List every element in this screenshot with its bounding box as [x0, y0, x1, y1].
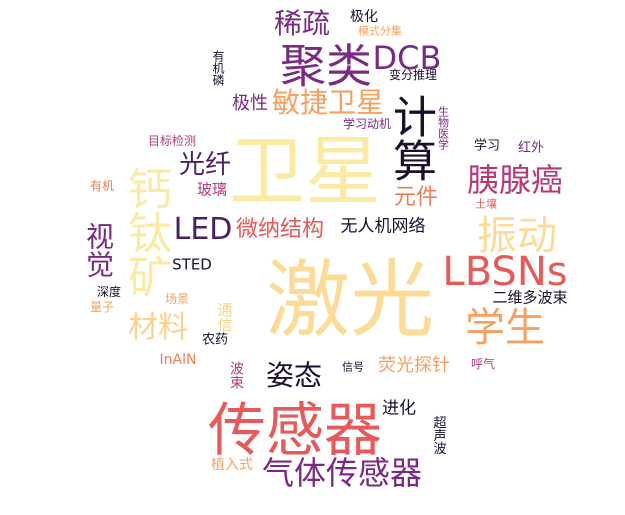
word-cloud-term: 学习动机	[342, 117, 392, 131]
word-cloud-term: 学生	[465, 305, 545, 351]
word-cloud-term: 玻璃	[196, 180, 228, 199]
word-cloud-term: 极性	[232, 93, 268, 114]
word-cloud-term: InAlN	[159, 352, 197, 368]
word-cloud-term: 红外	[517, 140, 545, 156]
word-cloud-term: LBSNs	[442, 249, 568, 295]
word-cloud-term: 元件	[393, 185, 439, 210]
word-cloud-term: 聚类	[280, 39, 372, 93]
word-cloud-term: 土壤	[475, 197, 497, 211]
word-cloud-term: 卫星	[229, 127, 381, 216]
word-cloud-term: 振动	[477, 213, 557, 259]
word-cloud-term: 通信	[215, 302, 234, 332]
word-cloud-term: 超声波	[430, 415, 446, 455]
word-cloud-term: 极化	[350, 9, 378, 25]
word-cloud-term: DCB	[372, 39, 442, 77]
word-cloud-term: 波束	[228, 361, 244, 389]
word-cloud-term: 目标检测	[147, 134, 197, 148]
word-cloud-term: 激光	[265, 251, 435, 349]
word-cloud-term: 有机磷	[211, 50, 225, 86]
word-cloud-term: 深度	[96, 285, 122, 299]
word-cloud-term: 传感器	[207, 396, 383, 464]
word-cloud-term: 变分推理	[388, 68, 438, 82]
word-cloud-term: 模式分集	[358, 24, 402, 38]
word-cloud-term: STED	[172, 255, 212, 274]
word-cloud-term: 视觉	[82, 222, 115, 278]
word-cloud-term: 材料	[128, 310, 188, 345]
word-cloud-term: 呼气	[470, 357, 496, 371]
word-cloud-term: 场景	[164, 292, 190, 306]
word-cloud-term: 敏捷卫星	[271, 86, 385, 119]
word-cloud-term: 气体传感器	[261, 454, 423, 492]
word-cloud-term: 姿态	[265, 359, 323, 392]
word-cloud-term: 二维多波束	[492, 288, 568, 307]
word-cloud-term: 量子	[89, 300, 115, 314]
word-cloud-term: 农药	[201, 332, 229, 348]
word-cloud-term: 钙钛矿	[120, 166, 171, 298]
word-cloud-term: 生物医学	[436, 106, 450, 150]
word-cloud-term: 计算	[385, 94, 436, 182]
word-cloud-term: 信号	[342, 360, 364, 374]
word-cloud-term: 胰腺癌	[466, 161, 564, 199]
word-cloud-term: 进化	[382, 398, 416, 419]
word-cloud-term: 微纳结构	[235, 217, 325, 242]
word-cloud-term: 有机	[89, 179, 115, 193]
word-cloud-term: 光纤	[178, 150, 232, 180]
word-cloud-term: 稀疏	[273, 7, 331, 40]
word-cloud-term: LED	[173, 212, 233, 247]
word-cloud-term: 无人机网络	[340, 216, 426, 237]
word-cloud-term: 荧光探针	[378, 355, 450, 376]
word-cloud-term: 植入式	[211, 457, 253, 473]
word-cloud-term: 学习	[473, 138, 501, 154]
